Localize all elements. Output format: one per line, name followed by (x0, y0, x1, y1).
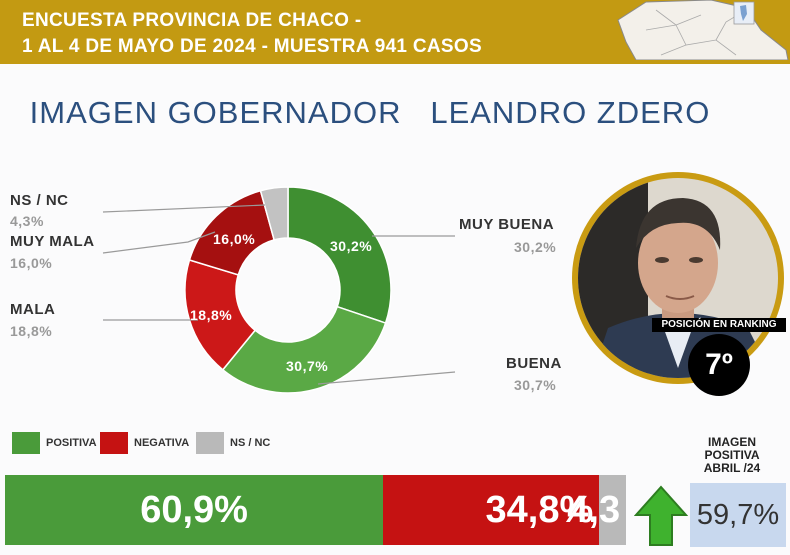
legend-swatch-positiva (12, 432, 40, 454)
legend-item-positiva: POSITIVA (12, 432, 97, 454)
bar-segment-negativa (383, 475, 600, 545)
value-muy-buena: 30,2% (514, 239, 557, 255)
legend-item-negativa: NEGATIVA (100, 432, 189, 454)
value-ns-nc: 4,3% (10, 213, 44, 229)
previous-label: IMAGEN POSITIVA ABRIL /24 (686, 436, 778, 475)
donut-slice-buena (221, 305, 387, 394)
arrow-up-icon (634, 485, 688, 546)
legend-swatch-negativa (100, 432, 128, 454)
previous-label-line-3: ABRIL /24 (703, 461, 761, 475)
slice-value-buena: 30,7% (286, 358, 329, 374)
legend-item-ns-nc: NS / NC (196, 432, 270, 454)
ranking-caption: POSICIÓN EN RANKING (652, 318, 786, 332)
previous-label-line-2: POSITIVA (704, 448, 760, 462)
bar-segment-positiva (5, 475, 384, 545)
donut-slice-muy-buena (287, 186, 392, 325)
value-mala: 18,8% (10, 323, 53, 339)
donut-slice-ns-nc (259, 186, 289, 241)
label-muy-mala: MUY MALA (10, 233, 95, 250)
legend-label-negativa: NEGATIVA (134, 437, 190, 449)
leader-line-muy-mala (102, 231, 216, 254)
label-muy-buena: MUY BUENA (459, 216, 555, 233)
label-mala: MALA (10, 301, 56, 318)
header-line-1: ENCUESTA PROVINCIA DE CHACO - (22, 10, 362, 31)
leader-line-ns-nc (102, 204, 266, 213)
bar-value-positiva: 60,9% (140, 489, 248, 531)
previous-value: 59,7% (690, 483, 786, 547)
bar-value-ns-nc: 4,3 (567, 489, 621, 531)
legend-label-ns-nc: NS / NC (230, 437, 271, 449)
chaco-map-icon (617, 0, 789, 60)
label-ns-nc: NS / NC (10, 192, 69, 209)
label-buena: BUENA (506, 355, 562, 372)
bar-segment-ns-nc (599, 475, 626, 545)
value-muy-mala: 16,0% (10, 255, 53, 271)
governor-portrait (572, 172, 784, 384)
value-buena: 30,7% (514, 377, 557, 393)
previous-label-line-1: IMAGEN (708, 435, 756, 449)
bar-value-negativa: 34,8% (485, 489, 594, 531)
donut-chart (102, 186, 456, 394)
legend-swatch-ns-nc (196, 432, 224, 454)
slice-value-muy-mala: 16,0% (213, 231, 256, 247)
slice-value-mala: 18,8% (190, 307, 233, 323)
ranking-badge: 7º (688, 334, 750, 396)
chart-title: IMAGEN GOBERNADOR LEANDRO ZDERO (29, 95, 711, 130)
header-line-2: 1 AL 4 DE MAYO DE 2024 - MUESTRA 941 CAS… (22, 36, 482, 57)
slice-value-muy-buena: 30,2% (330, 238, 373, 254)
legend-label-positiva: POSITIVA (46, 437, 97, 449)
leader-line-buena (317, 371, 456, 385)
